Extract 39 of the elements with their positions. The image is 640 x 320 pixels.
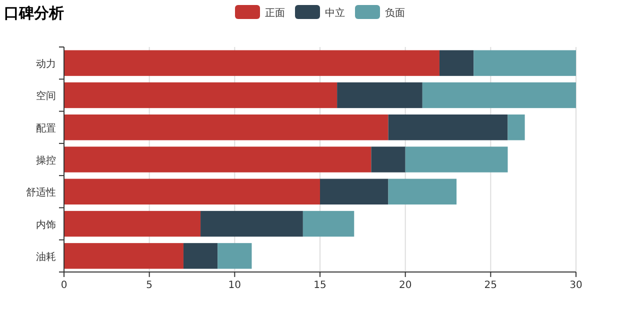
bar: [183, 243, 218, 269]
legend-label: 中立: [325, 7, 345, 19]
y-tick-label: 操控: [36, 154, 56, 166]
bar: [422, 82, 576, 108]
x-tick-label: 0: [60, 280, 68, 291]
bar: [64, 114, 388, 140]
y-tick-label: 内饰: [36, 218, 56, 231]
x-tick-label: 15: [314, 280, 326, 291]
legend-label: 负面: [385, 7, 405, 19]
bar: [508, 114, 525, 140]
bar: [64, 50, 440, 76]
y-tick-label: 配置: [36, 122, 56, 134]
x-tick-label: 30: [570, 280, 582, 291]
bar: [218, 243, 252, 269]
x-tick-label: 5: [146, 280, 153, 291]
chart-title: 口碑分析: [4, 4, 64, 22]
bar: [200, 210, 303, 237]
y-tick-label: 动力: [36, 58, 56, 70]
x-tick-label: 10: [228, 280, 242, 291]
y-tick-label: 舒适性: [26, 186, 56, 199]
bar: [405, 146, 508, 172]
x-tick-label: 25: [484, 280, 498, 291]
bar: [64, 146, 372, 172]
bar: [388, 178, 457, 204]
bar: [474, 50, 576, 76]
bar: [64, 178, 320, 204]
bar: [64, 82, 338, 108]
bar: [439, 50, 474, 76]
y-tick-label: 油耗: [36, 250, 56, 263]
bar: [388, 114, 508, 140]
legend-label: 正面: [265, 8, 285, 19]
y-tick-label: 空间: [36, 90, 56, 102]
bar: [371, 146, 406, 172]
bar: [337, 82, 422, 108]
bar: [64, 210, 201, 237]
x-tick-label: 20: [398, 280, 412, 291]
bar: [302, 210, 354, 237]
bar: [320, 178, 388, 204]
bar: [64, 243, 184, 269]
